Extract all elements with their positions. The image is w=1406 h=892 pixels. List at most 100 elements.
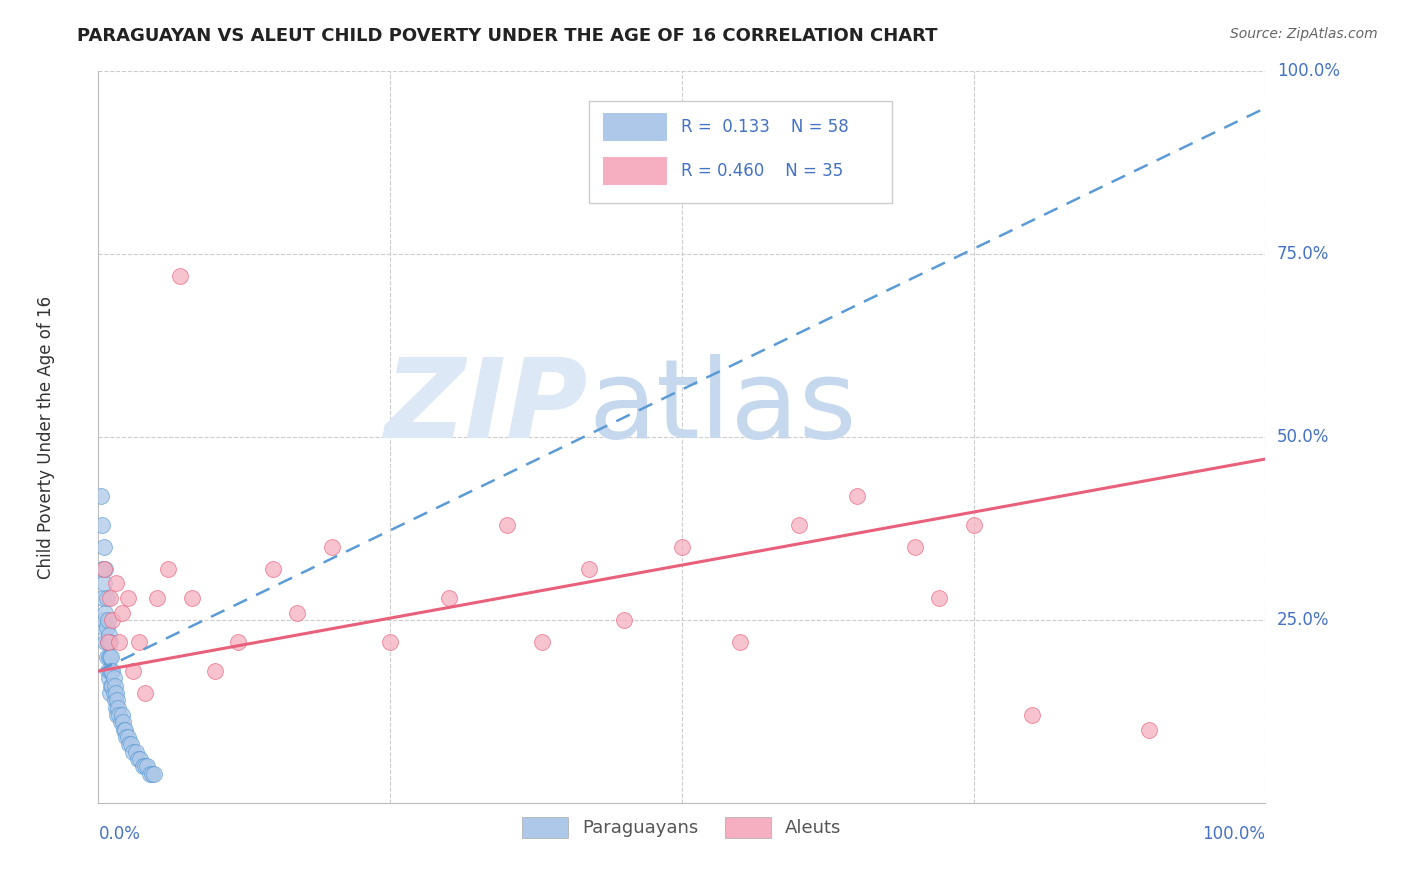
Point — [97, 672, 120, 686]
Text: PARAGUAYAN VS ALEUT CHILD POVERTY UNDER THE AGE OF 16 CORRELATION CHART: PARAGUAYAN VS ALEUT CHILD POVERTY UNDER … — [77, 27, 938, 45]
Point — [104, 693, 127, 707]
Point — [93, 576, 115, 591]
Point — [101, 613, 124, 627]
Point — [962, 517, 984, 532]
Point — [100, 664, 122, 678]
Point — [103, 672, 125, 686]
Point — [101, 664, 124, 678]
Point — [108, 635, 131, 649]
Point — [108, 708, 131, 723]
Point — [134, 759, 156, 773]
Point — [101, 679, 124, 693]
Text: Source: ZipAtlas.com: Source: ZipAtlas.com — [1230, 27, 1378, 41]
Point — [96, 591, 118, 605]
Text: ZIP: ZIP — [385, 354, 589, 461]
Point — [112, 723, 135, 737]
Point — [90, 517, 112, 532]
Point — [169, 269, 191, 284]
Point — [91, 620, 114, 634]
Point — [928, 591, 950, 605]
Point — [98, 635, 121, 649]
Point — [100, 679, 122, 693]
Point — [117, 730, 139, 744]
Point — [496, 517, 519, 532]
Text: 75.0%: 75.0% — [1277, 245, 1330, 263]
Point — [228, 635, 250, 649]
Point — [104, 700, 127, 714]
Point — [94, 562, 117, 576]
Text: R =  0.133    N = 58: R = 0.133 N = 58 — [681, 118, 848, 136]
Point — [321, 540, 343, 554]
Point — [129, 752, 152, 766]
Point — [111, 708, 134, 723]
Point — [91, 591, 114, 605]
Point — [98, 591, 121, 605]
Point — [93, 562, 115, 576]
Point — [1021, 708, 1043, 723]
Point — [204, 664, 226, 678]
Text: atlas: atlas — [589, 354, 858, 461]
Point — [136, 759, 159, 773]
Point — [90, 489, 112, 503]
Point — [97, 664, 120, 678]
Point — [96, 649, 118, 664]
Point — [127, 752, 149, 766]
Point — [100, 649, 122, 664]
Text: 0.0%: 0.0% — [98, 825, 141, 843]
Point — [671, 540, 693, 554]
Text: 25.0%: 25.0% — [1277, 611, 1330, 629]
Text: R = 0.460    N = 35: R = 0.460 N = 35 — [681, 161, 844, 180]
Text: Child Poverty Under the Age of 16: Child Poverty Under the Age of 16 — [37, 295, 55, 579]
Point — [904, 540, 927, 554]
Point — [93, 540, 115, 554]
Text: 100.0%: 100.0% — [1202, 825, 1265, 843]
Point — [94, 606, 117, 620]
Point — [104, 686, 127, 700]
Point — [143, 766, 166, 780]
Point — [98, 686, 121, 700]
Point — [120, 737, 142, 751]
Point — [578, 562, 600, 576]
Point — [117, 591, 139, 605]
Point — [97, 635, 120, 649]
Point — [98, 649, 121, 664]
Point — [103, 686, 125, 700]
Point — [262, 562, 284, 576]
Point — [530, 635, 553, 649]
Point — [787, 517, 810, 532]
Point — [104, 679, 127, 693]
Point — [139, 766, 162, 780]
FancyBboxPatch shape — [603, 113, 666, 141]
Point — [114, 723, 136, 737]
Point — [98, 664, 121, 678]
Point — [1137, 723, 1160, 737]
Point — [105, 708, 128, 723]
Text: 100.0%: 100.0% — [1277, 62, 1340, 80]
FancyBboxPatch shape — [603, 157, 666, 185]
Point — [285, 606, 308, 620]
Point — [380, 635, 402, 649]
Point — [730, 635, 752, 649]
Point — [94, 635, 117, 649]
Point — [90, 562, 112, 576]
Point — [107, 700, 129, 714]
Point — [180, 591, 202, 605]
Point — [97, 613, 120, 627]
Point — [146, 591, 169, 605]
FancyBboxPatch shape — [589, 101, 891, 203]
Point — [122, 745, 145, 759]
Point — [157, 562, 180, 576]
Point — [111, 606, 134, 620]
Point — [122, 664, 145, 678]
Point — [132, 759, 155, 773]
Point — [104, 576, 127, 591]
Point — [437, 591, 460, 605]
Point — [128, 635, 150, 649]
Point — [846, 489, 869, 503]
Point — [97, 649, 120, 664]
Point — [111, 715, 134, 730]
Point — [97, 635, 120, 649]
Point — [115, 730, 138, 744]
Point — [110, 715, 132, 730]
Point — [105, 693, 128, 707]
